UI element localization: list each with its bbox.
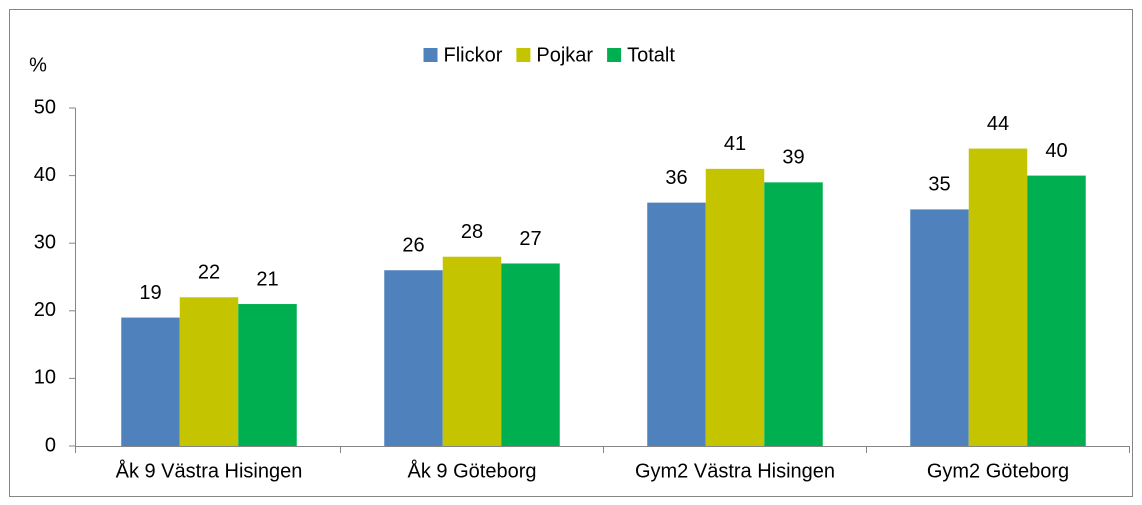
y-tick-label: 50 — [34, 96, 56, 118]
data-label: 39 — [782, 147, 804, 169]
y-tick-label: 0 — [45, 434, 56, 456]
data-label: 21 — [256, 268, 278, 290]
data-label: 26 — [402, 235, 424, 257]
legend-swatch — [516, 48, 531, 62]
data-label: 27 — [519, 228, 541, 250]
bar — [764, 182, 823, 447]
data-label: 36 — [665, 167, 687, 189]
data-label: 40 — [1045, 140, 1067, 162]
y-tick-label: 40 — [34, 164, 56, 186]
bar — [121, 317, 180, 446]
data-label: 44 — [987, 113, 1009, 135]
y-tick-label: 30 — [34, 231, 56, 253]
legend-label: Pojkar — [536, 44, 593, 66]
x-tick-label: Gym2 Västra Hisingen — [635, 460, 835, 482]
y-tick-label: 10 — [34, 367, 56, 389]
bar — [384, 270, 443, 446]
bar — [910, 209, 969, 446]
bar — [501, 263, 560, 446]
y-tick-label: 20 — [34, 299, 56, 321]
bar — [1027, 175, 1086, 446]
bar — [705, 168, 765, 446]
x-tick-label: Åk 9 Göteborg — [408, 459, 537, 482]
y-axis-label: % — [29, 54, 47, 76]
bar — [968, 148, 1028, 446]
bar — [647, 202, 706, 446]
bar — [442, 256, 502, 446]
data-label: 41 — [724, 133, 746, 155]
legend-label: Totalt — [627, 44, 675, 66]
legend-swatch — [423, 48, 438, 62]
data-label: 22 — [198, 262, 220, 284]
data-label: 28 — [461, 221, 483, 243]
data-label: 19 — [139, 282, 161, 304]
bar — [238, 304, 297, 446]
x-tick-label: Åk 9 Västra Hisingen — [116, 459, 303, 482]
data-label: 35 — [928, 174, 950, 196]
legend-label: Flickor — [444, 44, 503, 66]
bar — [179, 297, 239, 446]
x-tick-label: Gym2 Göteborg — [927, 460, 1069, 482]
legend-swatch — [607, 48, 622, 62]
